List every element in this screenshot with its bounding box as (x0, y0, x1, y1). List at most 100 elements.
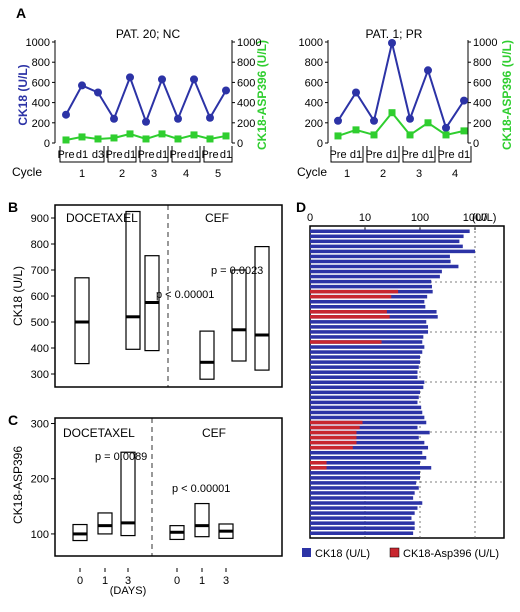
ck18-bar (310, 365, 419, 369)
ck18-point (126, 73, 134, 82)
chart-b-group-cef: CEF (205, 211, 229, 225)
chart-b-pvalue-day1: p < 0.00001 (156, 289, 214, 301)
asp396-bar (310, 445, 353, 450)
cycle-bracket (59, 146, 105, 163)
ck18-point (110, 114, 118, 123)
ck18-bar (310, 455, 427, 460)
asp396-point (110, 134, 118, 142)
ck18-point (370, 116, 378, 125)
chart-a-right: PAT. 1; PR CK18-ASP396 (U/L) Cycle 0 200 4… (297, 27, 514, 180)
ck18-bar (310, 279, 432, 284)
x-tick-label: Pre (169, 149, 186, 161)
y2-tick-label: 400 (237, 98, 255, 110)
ck18-bar (310, 350, 423, 354)
box (231, 269, 247, 362)
y-tick-label: 500 (31, 317, 49, 329)
chart-c-frame (54, 417, 283, 557)
legend-asp396-label: CK18-Asp396 (U/L) (403, 548, 499, 560)
ck18-point (424, 66, 432, 75)
y-tick-label: 800 (32, 57, 50, 69)
ck18-bar (310, 440, 425, 445)
ck18-point (62, 110, 70, 119)
asp396-bar (310, 294, 392, 299)
ck18-bar (310, 355, 420, 359)
ck18-bar (310, 481, 417, 485)
ck18-bar (310, 420, 427, 425)
ck18-bar (310, 269, 442, 274)
asp396-point (206, 135, 214, 143)
y-tick-label: 200 (32, 118, 50, 130)
ck18-bar (310, 254, 450, 259)
ck18-point (460, 96, 468, 105)
asp396-point (370, 131, 378, 139)
ck18-bar (310, 516, 412, 520)
y-tick-label: 100 (31, 529, 49, 541)
x-tick-label: d1 (386, 149, 398, 161)
ck18-bar (310, 476, 420, 480)
box (254, 246, 270, 371)
box (194, 502, 210, 538)
cycle-label: 4 (452, 168, 458, 180)
y-tick-label: 700 (31, 265, 49, 277)
x-tick-label: Pre (105, 149, 122, 161)
cycle-label: 2 (380, 168, 386, 180)
asp396-bar (310, 430, 357, 435)
asp396-point (126, 130, 134, 138)
ck18-point (142, 117, 150, 126)
ck18-line (337, 42, 465, 131)
chart-b-pvalue-day3: p = 0.0023 (211, 265, 263, 277)
x-tick-label: d3 (92, 149, 104, 161)
cycle-label: 5 (215, 168, 221, 180)
cycle-bracket (402, 146, 436, 163)
chart-a-right-cycle-label: Cycle (297, 165, 327, 179)
asp396-point (352, 126, 360, 134)
asp396-point (424, 119, 432, 127)
y-tick-label: 800 (31, 239, 49, 251)
asp396-bar (310, 289, 399, 294)
x-tick-label: d1 (422, 149, 434, 161)
ck18-bar (310, 506, 418, 510)
ck18-bar (310, 249, 475, 254)
panel-letter-c: C (8, 412, 18, 428)
chart-d-xunit: (U/L) (472, 212, 496, 224)
x-tick-label: 100 (411, 212, 429, 224)
y2-tick-label: 800 (237, 57, 255, 69)
cycle-bracket (171, 146, 201, 163)
panel-letter-d: D (296, 199, 306, 215)
ck18-bar (310, 274, 440, 279)
chart-a-left-y2label: CK18-ASP396 (U/L) (255, 40, 269, 150)
asp396-point (142, 135, 150, 143)
ck18-bar (310, 370, 418, 374)
asp396-point (158, 130, 166, 138)
ck18-bar (310, 511, 415, 515)
y-tick-label: 600 (305, 77, 323, 89)
ck18-bar (310, 360, 420, 364)
ck18-bar (310, 304, 426, 309)
cycle-bracket (330, 146, 364, 163)
y2-tick-label: 1000 (237, 37, 261, 49)
x-tick-label: d1 (156, 149, 168, 161)
ck18-bar (310, 445, 429, 450)
x-tick-label: d1 (220, 149, 232, 161)
y-tick-label: 0 (317, 138, 323, 150)
ck18-point (388, 39, 396, 48)
y-tick-label: 600 (31, 291, 49, 303)
ck18-point (406, 114, 414, 123)
ck18-bar (310, 405, 422, 410)
ck18-bar (310, 491, 415, 495)
box (97, 512, 113, 535)
y-tick-label: 600 (32, 77, 50, 89)
x-tick-label: 0 (174, 575, 180, 587)
chart-b-ylabel: CK18 (U/L) (11, 266, 25, 326)
ck18-bar (310, 229, 470, 234)
legend-asp396-swatch (389, 547, 400, 558)
asp396-point (94, 135, 102, 143)
ck18-bar (310, 395, 419, 400)
asp396-point (174, 135, 182, 143)
y2-tick-label: 1000 (473, 37, 497, 49)
ck18-line (65, 74, 227, 125)
asp396-point (388, 109, 396, 117)
ck18-point (78, 81, 86, 90)
x-tick-label: 10 (359, 212, 371, 224)
cycle-bracket (107, 146, 137, 163)
